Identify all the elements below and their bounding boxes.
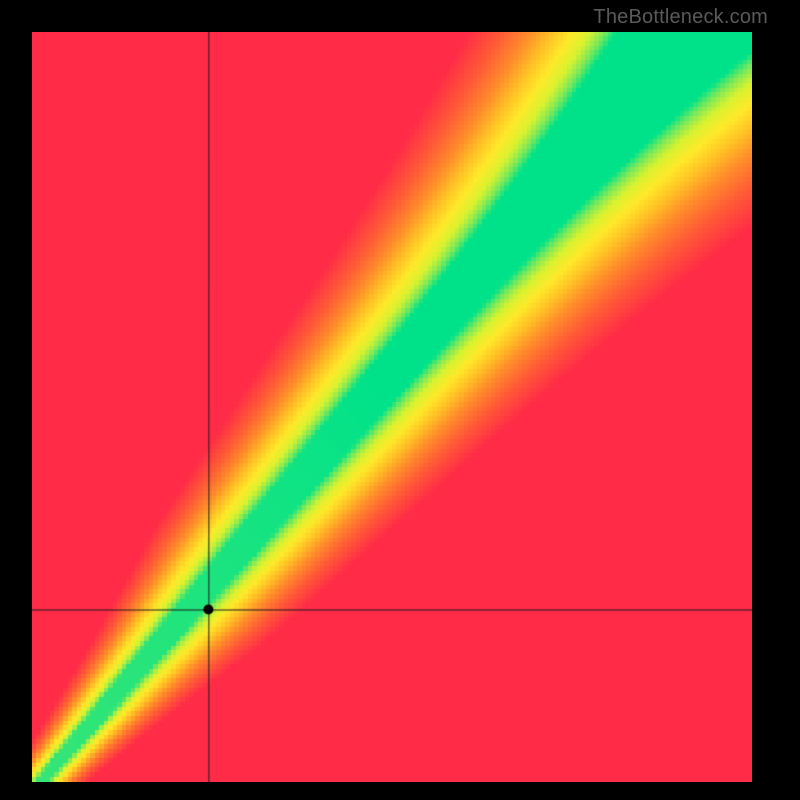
watermark-text: TheBottleneck.com <box>593 6 768 29</box>
chart-container: TheBottleneck.com <box>0 0 800 800</box>
bottleneck-heatmap <box>32 32 752 782</box>
